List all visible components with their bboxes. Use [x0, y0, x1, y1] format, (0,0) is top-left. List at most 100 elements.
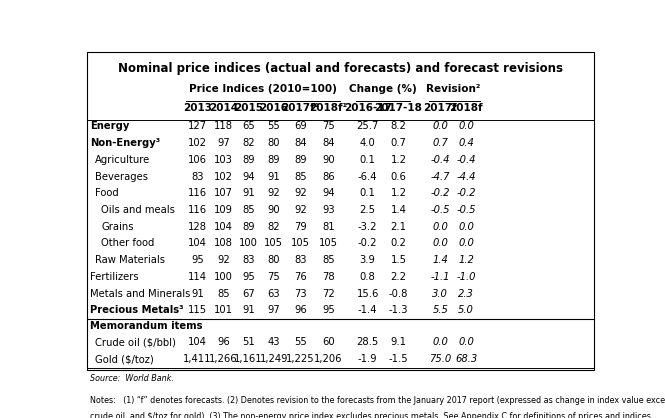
- Text: 2016-17: 2016-17: [344, 103, 392, 113]
- Text: 2017f¹: 2017f¹: [281, 103, 320, 113]
- Text: 94: 94: [322, 188, 334, 198]
- Text: -1.4: -1.4: [358, 306, 377, 316]
- Text: 1,266: 1,266: [209, 354, 237, 364]
- Text: 43: 43: [267, 337, 280, 347]
- Text: -3.2: -3.2: [358, 222, 377, 232]
- Text: Non-Energy³: Non-Energy³: [90, 138, 160, 148]
- Text: 118: 118: [214, 121, 233, 131]
- Text: 2018f¹: 2018f¹: [309, 103, 348, 113]
- Text: 75: 75: [267, 272, 280, 282]
- Text: 92: 92: [267, 188, 280, 198]
- Text: 104: 104: [188, 238, 207, 248]
- Text: 107: 107: [214, 188, 233, 198]
- Text: 0.1: 0.1: [360, 188, 376, 198]
- Text: 85: 85: [242, 205, 255, 215]
- Text: 8.2: 8.2: [390, 121, 406, 131]
- Text: 2.3: 2.3: [458, 289, 474, 298]
- Text: -0.4: -0.4: [456, 155, 475, 165]
- Text: 67: 67: [242, 289, 255, 298]
- Text: 3.0: 3.0: [432, 289, 448, 298]
- Text: 75: 75: [322, 121, 334, 131]
- Text: 1,206: 1,206: [314, 354, 342, 364]
- Text: 96: 96: [217, 337, 229, 347]
- Text: Memorandum items: Memorandum items: [90, 321, 202, 331]
- Text: 89: 89: [267, 155, 280, 165]
- Text: 2.5: 2.5: [360, 205, 376, 215]
- Text: 128: 128: [188, 222, 207, 232]
- Text: 95: 95: [191, 255, 204, 265]
- Text: 114: 114: [188, 272, 207, 282]
- Text: 80: 80: [267, 255, 280, 265]
- Text: 79: 79: [294, 222, 307, 232]
- Text: 91: 91: [242, 188, 255, 198]
- FancyBboxPatch shape: [87, 52, 595, 370]
- Text: 89: 89: [242, 155, 255, 165]
- Text: 0.6: 0.6: [390, 171, 406, 181]
- Text: 83: 83: [242, 255, 255, 265]
- Text: 91: 91: [267, 171, 280, 181]
- Text: 2015: 2015: [234, 103, 263, 113]
- Text: 9.1: 9.1: [390, 337, 406, 347]
- Text: Raw Materials: Raw Materials: [95, 255, 165, 265]
- Text: 55: 55: [294, 337, 307, 347]
- Text: 0.0: 0.0: [432, 121, 448, 131]
- Text: 103: 103: [214, 155, 233, 165]
- Text: 105: 105: [291, 238, 310, 248]
- Text: 90: 90: [322, 155, 334, 165]
- Text: -1.5: -1.5: [389, 354, 408, 364]
- Text: 25.7: 25.7: [356, 121, 379, 131]
- Text: 15.6: 15.6: [356, 289, 379, 298]
- Text: 106: 106: [188, 155, 207, 165]
- Text: -0.5: -0.5: [456, 205, 475, 215]
- Text: -0.5: -0.5: [430, 205, 450, 215]
- Text: 63: 63: [267, 289, 280, 298]
- Text: Agriculture: Agriculture: [95, 155, 150, 165]
- Text: 55: 55: [267, 121, 280, 131]
- Text: 0.0: 0.0: [458, 337, 474, 347]
- Text: 2.1: 2.1: [390, 222, 406, 232]
- Text: -0.2: -0.2: [358, 238, 377, 248]
- Text: 104: 104: [188, 337, 207, 347]
- Text: 51: 51: [242, 337, 255, 347]
- Text: 1,249: 1,249: [259, 354, 288, 364]
- Text: Gold ($/toz): Gold ($/toz): [95, 354, 154, 364]
- Text: 100: 100: [239, 238, 258, 248]
- Text: Other food: Other food: [101, 238, 154, 248]
- Text: 1.2: 1.2: [390, 188, 406, 198]
- Text: 92: 92: [294, 205, 307, 215]
- Text: 116: 116: [188, 205, 207, 215]
- Text: 91: 91: [242, 306, 255, 316]
- Text: 2017f: 2017f: [424, 103, 457, 113]
- Text: 0.7: 0.7: [432, 138, 448, 148]
- Text: Crude oil ($/bbl): Crude oil ($/bbl): [95, 337, 176, 347]
- Text: 0.0: 0.0: [432, 337, 448, 347]
- Text: Food: Food: [95, 188, 119, 198]
- Text: Oils and meals: Oils and meals: [101, 205, 175, 215]
- Text: -1.0: -1.0: [456, 272, 475, 282]
- Text: 116: 116: [188, 188, 207, 198]
- Text: 89: 89: [242, 222, 255, 232]
- Text: Fertilizers: Fertilizers: [90, 272, 138, 282]
- Text: -1.9: -1.9: [358, 354, 378, 364]
- Text: crude oil, and $/toz for gold). (3) The non-energy price index excludes precious: crude oil, and $/toz for gold). (3) The …: [90, 412, 653, 418]
- Text: 85: 85: [295, 171, 307, 181]
- Text: 5.0: 5.0: [458, 306, 474, 316]
- Text: 2.2: 2.2: [390, 272, 406, 282]
- Text: 102: 102: [214, 171, 233, 181]
- Text: Nominal price indices (actual and forecasts) and forecast revisions: Nominal price indices (actual and foreca…: [118, 62, 563, 75]
- Text: 97: 97: [217, 138, 229, 148]
- Text: 0.8: 0.8: [360, 272, 376, 282]
- Text: 0.0: 0.0: [432, 238, 448, 248]
- Text: 1.4: 1.4: [390, 205, 406, 215]
- Text: 69: 69: [294, 121, 307, 131]
- Text: 85: 85: [322, 255, 334, 265]
- Text: 2013: 2013: [183, 103, 212, 113]
- Text: 108: 108: [214, 238, 233, 248]
- Text: 105: 105: [319, 238, 338, 248]
- Text: 84: 84: [323, 138, 334, 148]
- Text: 0.0: 0.0: [458, 222, 474, 232]
- Text: 0.0: 0.0: [432, 222, 448, 232]
- Text: 82: 82: [267, 222, 280, 232]
- Text: 90: 90: [267, 205, 280, 215]
- Text: Change (%): Change (%): [349, 84, 417, 94]
